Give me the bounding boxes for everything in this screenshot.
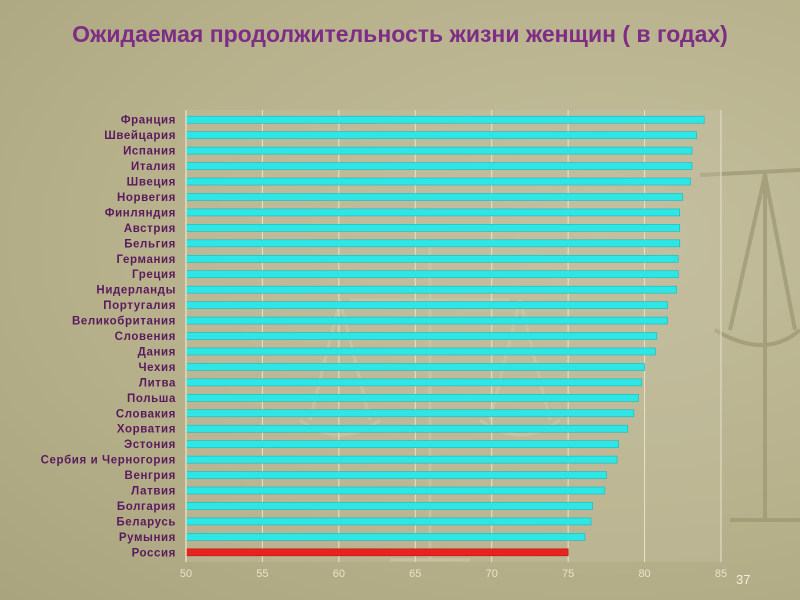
- bar: [185, 517, 592, 526]
- category-label: Финляндия: [105, 207, 176, 219]
- bar: [185, 378, 642, 387]
- bar: [185, 239, 681, 248]
- category-labels: Франция Швейцария Испания Италия Швеция Норве…: [41, 115, 176, 560]
- category-label: Россия: [132, 547, 176, 559]
- x-tick-label: 85: [715, 568, 727, 580]
- bar: [185, 316, 668, 325]
- category-label: Норвегия: [117, 192, 176, 204]
- bar: [185, 193, 684, 201]
- bar: [185, 455, 618, 464]
- x-tick-label: 70: [486, 568, 498, 580]
- category-label: Румыния: [119, 532, 176, 544]
- bar: [185, 270, 679, 279]
- category-label: Германия: [117, 254, 176, 266]
- bar: [185, 224, 681, 232]
- category-label: Болгария: [117, 501, 176, 513]
- category-label: Швеция: [127, 177, 176, 189]
- x-tick-label: 80: [638, 568, 650, 580]
- x-tick-label: 50: [180, 568, 192, 580]
- category-label: Португалия: [103, 300, 176, 312]
- category-label: Беларусь: [116, 516, 176, 528]
- category-label: Италия: [131, 161, 176, 173]
- category-label: Испания: [123, 146, 176, 158]
- bar: [185, 486, 606, 495]
- x-tick-label: 55: [256, 568, 268, 580]
- category-label: Австрия: [124, 223, 176, 235]
- page-number: 37: [736, 572, 751, 587]
- category-label: Венгрия: [125, 470, 176, 482]
- bar: [185, 347, 656, 356]
- bar: [185, 146, 693, 155]
- x-tick-label: 60: [333, 568, 345, 580]
- bar: [185, 208, 681, 217]
- category-label: Латвия: [131, 486, 176, 498]
- bar: [185, 177, 691, 186]
- bar: [185, 301, 668, 309]
- category-label: Литва: [139, 377, 176, 389]
- category-label: Словакия: [116, 408, 176, 420]
- category-label: Нидерланды: [96, 285, 176, 297]
- category-label: Швейцария: [104, 130, 176, 142]
- category-label: Словения: [115, 331, 176, 343]
- category-label: Бельгия: [124, 238, 176, 250]
- bar: [185, 424, 629, 433]
- category-label: Франция: [121, 115, 176, 127]
- category-label: Греция: [132, 269, 176, 281]
- bar: [185, 131, 697, 139]
- bar: [185, 440, 619, 448]
- bar: [185, 409, 635, 418]
- chart-title: Ожидаемая продолжительность жизни женщин…: [72, 21, 728, 47]
- category-label: Сербия и Черногория: [41, 455, 176, 467]
- bar: [185, 533, 586, 541]
- bar: [185, 115, 705, 124]
- category-label: Великобритания: [72, 316, 176, 328]
- bar: [185, 285, 677, 294]
- category-label: Эстония: [124, 439, 176, 451]
- x-axis-ticks: 50 55 60 65 70 75 80 85: [180, 568, 727, 580]
- bar: [185, 548, 569, 557]
- x-tick-label: 75: [562, 568, 574, 580]
- bar: [185, 254, 679, 263]
- category-label: Чехия: [139, 362, 177, 374]
- category-label: Хорватия: [117, 424, 176, 436]
- bar: [185, 332, 658, 340]
- category-label: Польша: [127, 393, 176, 405]
- bar: [185, 471, 607, 479]
- bar: [185, 394, 639, 402]
- category-label: Дания: [138, 346, 176, 358]
- bar: [185, 162, 693, 170]
- bar: [185, 502, 593, 510]
- x-tick-label: 65: [409, 568, 421, 580]
- bar: [185, 363, 645, 371]
